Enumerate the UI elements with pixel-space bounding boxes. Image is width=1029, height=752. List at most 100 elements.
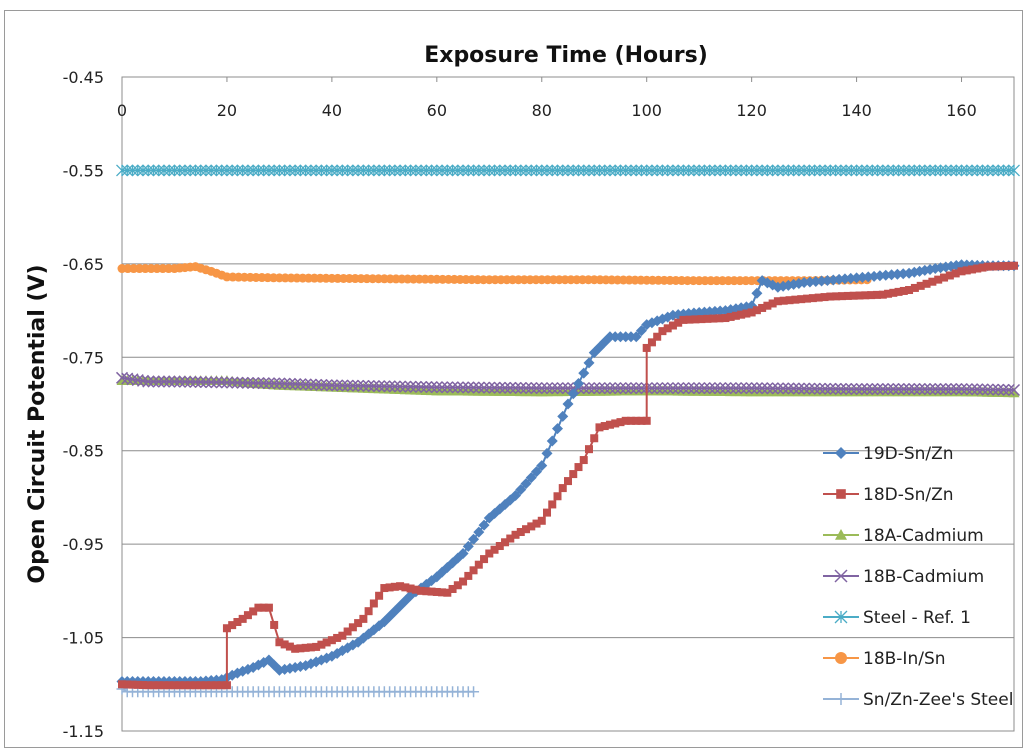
series-1-point-46 xyxy=(354,619,363,628)
series-4-point-9 xyxy=(163,164,176,177)
series-3-point-17 xyxy=(205,376,218,389)
x-tick-label-0: 0 xyxy=(117,101,127,120)
series-0-point-86 xyxy=(567,388,579,400)
series-3-point-66 xyxy=(462,381,475,394)
series-3-point-128 xyxy=(787,382,800,395)
series-1-point-147 xyxy=(894,287,903,296)
series-3-point-51 xyxy=(383,380,396,393)
series-4-point-114 xyxy=(714,164,727,177)
series-4-point-68 xyxy=(472,164,485,177)
series-3-point-122 xyxy=(756,382,769,395)
series-1-point-159 xyxy=(962,266,971,275)
series-1-point-112 xyxy=(697,315,706,324)
series-3-point-168 xyxy=(997,383,1010,396)
series-1-point-138 xyxy=(843,291,852,300)
series-1-point-78 xyxy=(522,525,531,534)
series-4-point-117 xyxy=(729,164,742,177)
series-6 xyxy=(116,683,480,698)
series-4-point-30 xyxy=(273,164,286,177)
series-4-point-23 xyxy=(236,164,249,177)
series-3-point-30 xyxy=(273,377,286,390)
series-4-point-14 xyxy=(189,164,202,177)
series-3-point-152 xyxy=(913,383,926,396)
series-3-point-170 xyxy=(1007,383,1021,397)
series-4-point-60 xyxy=(430,164,443,177)
series-3-point-7 xyxy=(152,375,165,388)
series-4-point-145 xyxy=(876,164,889,177)
y-tick-label-4: -0.85 xyxy=(63,442,104,461)
series-3-point-132 xyxy=(808,382,821,395)
series-1-point-32 xyxy=(280,640,289,649)
series-4-point-69 xyxy=(478,164,491,177)
series-4-point-70 xyxy=(483,164,496,177)
series-3-point-143 xyxy=(866,383,879,396)
series-4-point-22 xyxy=(231,164,244,177)
series-4-point-85 xyxy=(562,164,574,177)
series-4-point-150 xyxy=(903,164,916,177)
series-3-point-46 xyxy=(357,379,370,392)
series-3-point-101 xyxy=(645,382,658,395)
series-4-point-144 xyxy=(871,164,884,177)
series-4-point-73 xyxy=(499,164,511,177)
series-4-point-139 xyxy=(845,164,858,177)
series-4-point-81 xyxy=(541,164,553,177)
series-3-point-119 xyxy=(740,382,753,395)
series-1-point-155 xyxy=(940,273,949,282)
series-4-point-91 xyxy=(593,164,606,177)
series-1-point-135 xyxy=(826,292,835,301)
series-4-point-49 xyxy=(373,164,386,177)
x-tick-label-5: 100 xyxy=(631,101,662,120)
series-4-point-67 xyxy=(467,164,480,177)
legend-item-3: 18B-Cadmium xyxy=(823,567,984,587)
series-1-point-24 xyxy=(238,614,247,623)
series-6-point-67 xyxy=(468,686,480,698)
series-1-point-97 xyxy=(621,416,630,425)
series-0-point-76 xyxy=(515,484,527,496)
series-3-point-93 xyxy=(603,382,617,395)
series-3-point-136 xyxy=(829,382,842,395)
series-4-point-143 xyxy=(866,164,879,177)
series-3-point-131 xyxy=(803,382,816,395)
series-4-point-37 xyxy=(310,164,323,177)
series-3-point-40 xyxy=(325,379,338,392)
legend-swatch-marker-2 xyxy=(835,529,847,540)
series-4-point-165 xyxy=(981,164,994,177)
series-1-point-37 xyxy=(306,643,315,652)
series-3-point-146 xyxy=(882,383,895,396)
series-1-point-131 xyxy=(803,294,812,303)
series-3-point-26 xyxy=(252,377,265,390)
series-1-point-41 xyxy=(327,636,336,645)
series-4-point-153 xyxy=(918,164,931,177)
series-3-point-134 xyxy=(819,382,832,395)
chart-title: Exposure Time (Hours) xyxy=(424,43,708,68)
series-4-point-97 xyxy=(625,164,637,177)
series-0-point-89 xyxy=(583,357,595,369)
series-3-point-2 xyxy=(126,373,139,386)
series-3-point-48 xyxy=(367,380,380,393)
series-0-point-81 xyxy=(541,447,553,459)
legend: 19D-Sn/Zn 18D-Sn/Zn 18A-Cadmium 18B-Cadmium… xyxy=(823,444,1013,710)
series-3-point-164 xyxy=(976,383,989,396)
series-4-point-98 xyxy=(630,164,643,177)
series-4-point-75 xyxy=(509,164,522,177)
series-1-point-68 xyxy=(469,566,478,575)
series-3-point-107 xyxy=(677,382,690,395)
legend-label-5: 18B-In/Sn xyxy=(863,649,946,669)
series-4-point-86 xyxy=(567,164,580,177)
series-4-point-83 xyxy=(551,164,564,177)
series-3-point-67 xyxy=(467,381,480,394)
series-4-point-126 xyxy=(777,164,790,177)
series-3-point-102 xyxy=(651,382,664,395)
series-3-point-75 xyxy=(509,381,522,394)
series-3-point-63 xyxy=(446,381,459,394)
series-1-point-45 xyxy=(348,623,357,632)
series-1-point-53 xyxy=(390,582,399,591)
series-4-point-74 xyxy=(504,164,517,177)
series-3-point-157 xyxy=(939,383,952,396)
series-4-point-53 xyxy=(394,164,407,177)
series-4-point-44 xyxy=(346,164,359,177)
series-0-point-75 xyxy=(510,490,522,502)
series-1-point-70 xyxy=(480,555,489,564)
series-4-point-105 xyxy=(666,164,679,177)
series-1-point-124 xyxy=(763,301,772,310)
